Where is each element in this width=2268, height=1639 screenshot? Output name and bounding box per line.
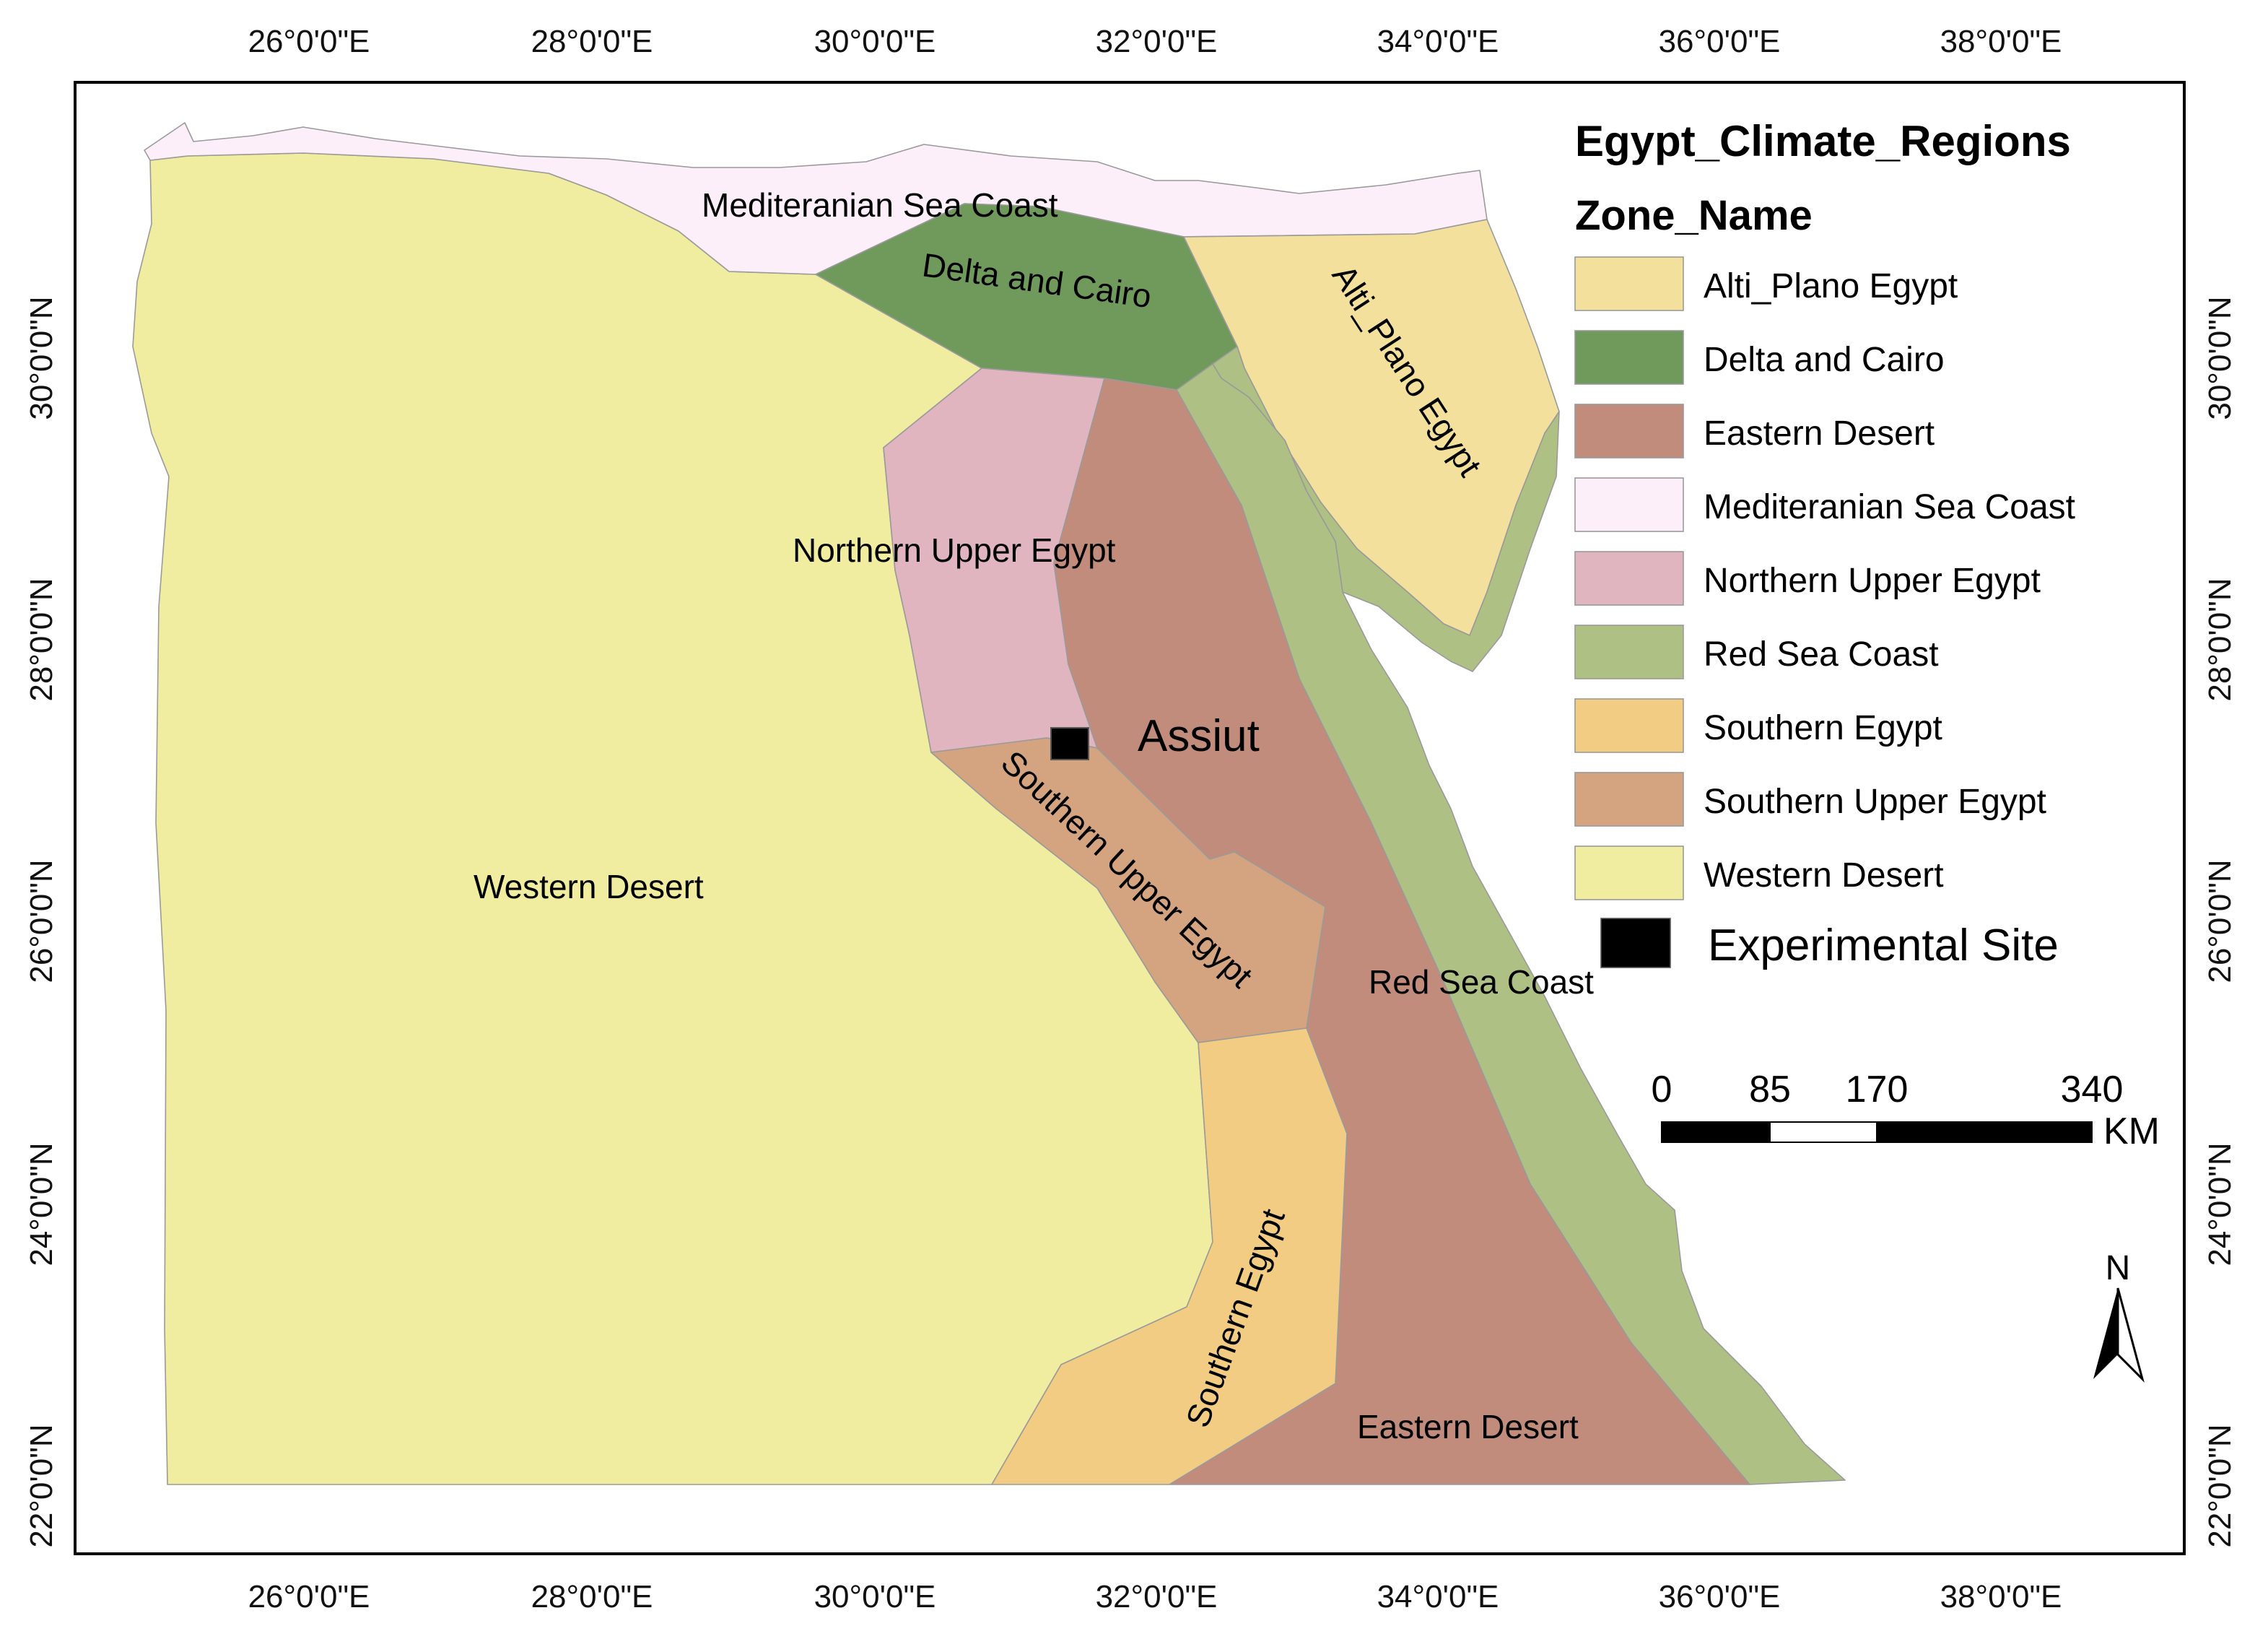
legend-swatch xyxy=(1574,330,1684,385)
legend-site-label: Experimental Site xyxy=(1708,921,2059,970)
scale-label: 0 xyxy=(1652,1069,1672,1110)
assiut-site-marker xyxy=(1050,727,1089,760)
legend-item-label: Eastern Desert xyxy=(1704,414,1935,453)
lon-tick-top: 30°0'0"E xyxy=(814,24,936,59)
scale-unit: KM xyxy=(2103,1110,2160,1152)
north-arrow-icon: N xyxy=(2093,1249,2145,1383)
latitude-ticks-right: 30°0'0"N 28°0'0"N 26°0'0"N 24°0'0"N 22°0… xyxy=(2202,296,2238,1547)
legend-swatch xyxy=(1574,477,1684,532)
north-label: N xyxy=(2106,1249,2131,1287)
scale-segment xyxy=(1876,1121,2093,1143)
legend-item-label: Southern Egypt xyxy=(1704,709,1942,747)
latitude-ticks-left: 30°0'0"N 28°0'0"N 26°0'0"N 24°0'0"N 22°0… xyxy=(24,296,59,1547)
lon-tick-top: 28°0'0"E xyxy=(531,24,653,59)
lon-tick-bottom: 26°0'0"E xyxy=(248,1579,370,1614)
region-southern-egypt xyxy=(991,1027,1348,1485)
lat-tick-left: 22°0'0"N xyxy=(24,1424,59,1547)
lon-tick-top: 38°0'0"E xyxy=(1940,24,2062,59)
legend-swatch xyxy=(1574,845,1684,900)
lat-tick-left: 28°0'0"N xyxy=(24,578,59,701)
label-eastern-desert: Eastern Desert xyxy=(1357,1408,1579,1445)
label-mediterranean-coast: Mediteranian Sea Coast xyxy=(702,186,1058,224)
lon-tick-bottom: 30°0'0"E xyxy=(814,1579,936,1614)
legend-swatch xyxy=(1574,256,1684,311)
lon-tick-bottom: 38°0'0"E xyxy=(1940,1579,2062,1614)
legend-item-label: Delta and Cairo xyxy=(1704,341,1945,379)
lat-tick-right: 22°0'0"N xyxy=(2202,1424,2238,1547)
legend-subtitle: Zone_Name xyxy=(1575,192,1813,239)
legend-item-label: Red Sea Coast xyxy=(1704,635,1939,674)
legend-item-label: Alti_Plano Egypt xyxy=(1704,267,1958,305)
scale-segment xyxy=(1661,1121,1771,1143)
assiut-label: Assiut xyxy=(1138,711,1260,761)
lon-tick-bottom: 32°0'0"E xyxy=(1096,1579,1218,1614)
legend-swatch xyxy=(1574,404,1684,458)
legend: Egypt_Climate_Regions Zone_Name Alti_Pla… xyxy=(1574,117,2075,970)
scale-segment xyxy=(1769,1121,1877,1143)
legend-site-swatch xyxy=(1600,918,1671,968)
region-mediterranean-coast xyxy=(144,122,1488,275)
lat-tick-right: 24°0'0"N xyxy=(2202,1142,2238,1266)
lon-tick-top: 32°0'0"E xyxy=(1096,24,1218,59)
lon-tick-bottom: 34°0'0"E xyxy=(1377,1579,1499,1614)
lon-tick-top: 26°0'0"E xyxy=(248,24,370,59)
legend-title: Egypt_Climate_Regions xyxy=(1575,117,2071,165)
north-arrow-right-half xyxy=(2116,1287,2145,1383)
label-red-sea-coast: Red Sea Coast xyxy=(1369,963,1594,1001)
lat-tick-right: 28°0'0"N xyxy=(2202,578,2238,701)
legend-item-label: Southern Upper Egypt xyxy=(1704,783,2046,821)
lat-tick-right: 26°0'0"N xyxy=(2202,859,2238,983)
scale-bar: 0 85 170 340 KM xyxy=(1652,1069,2160,1152)
legend-swatch xyxy=(1574,698,1684,753)
lon-tick-top: 36°0'0"E xyxy=(1659,24,1781,59)
legend-item-label: Western Desert xyxy=(1704,856,1944,895)
scale-label: 170 xyxy=(1846,1069,1909,1110)
lat-tick-right: 30°0'0"N xyxy=(2202,296,2238,419)
lat-tick-left: 24°0'0"N xyxy=(24,1142,59,1266)
lon-tick-bottom: 28°0'0"E xyxy=(531,1579,653,1614)
lat-tick-left: 26°0'0"N xyxy=(24,859,59,983)
legend-item-label: Mediteranian Sea Coast xyxy=(1704,488,2075,526)
regions xyxy=(132,122,1846,1485)
legend-swatch xyxy=(1574,551,1684,606)
legend-item-label: Northern Upper Egypt xyxy=(1704,562,2041,600)
label-northern-upper-egypt: Northern Upper Egypt xyxy=(793,531,1116,569)
legend-swatch xyxy=(1574,625,1684,679)
lon-tick-top: 34°0'0"E xyxy=(1377,24,1499,59)
scale-label: 340 xyxy=(2061,1069,2124,1110)
longitude-ticks-top: 26°0'0"E 28°0'0"E 30°0'0"E 32°0'0"E 34°0… xyxy=(248,24,2062,59)
longitude-ticks-bottom: 26°0'0"E 28°0'0"E 30°0'0"E 32°0'0"E 34°0… xyxy=(248,1579,2062,1614)
north-arrow-left-half xyxy=(2093,1288,2118,1379)
scale-label: 85 xyxy=(1749,1069,1791,1110)
label-western-desert: Western Desert xyxy=(474,868,704,905)
lat-tick-left: 30°0'0"N xyxy=(24,296,59,419)
lon-tick-bottom: 36°0'0"E xyxy=(1659,1579,1781,1614)
legend-swatch xyxy=(1574,772,1684,827)
